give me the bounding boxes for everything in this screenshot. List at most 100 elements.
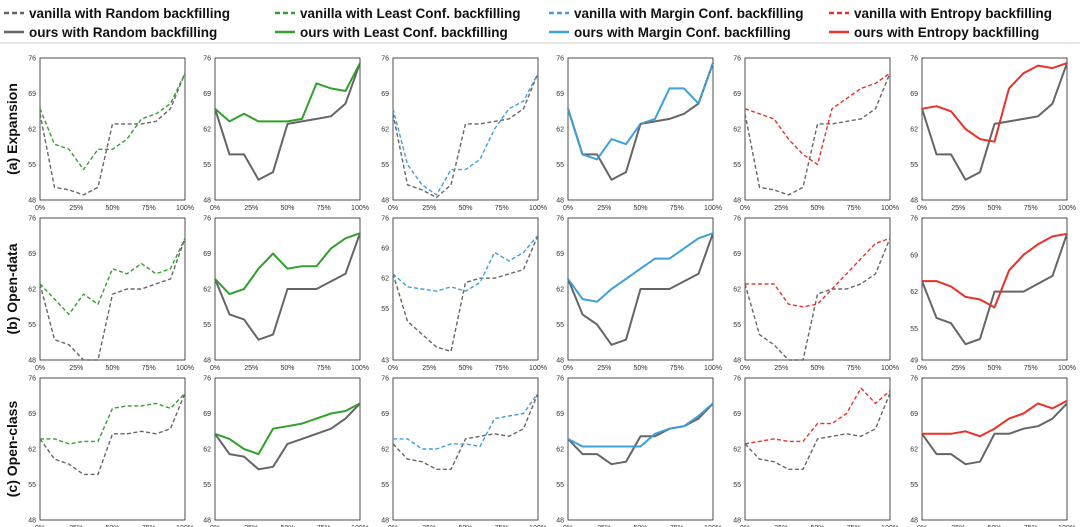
y-tick-label: 69 xyxy=(733,251,741,258)
x-tick-label: 50% xyxy=(633,205,647,212)
x-tick-label: 100% xyxy=(881,525,899,527)
series-line-entropy-solid xyxy=(922,232,1068,309)
panel-2-2: 76 69 62 55 480% 25% 50% 75% 100% xyxy=(203,216,369,373)
series-line-least-dashed xyxy=(39,72,186,171)
row-label: (a) Expansion xyxy=(4,83,20,175)
x-tick-label: 75% xyxy=(847,365,861,372)
series-line-least-dashed xyxy=(214,402,361,455)
y-tick-label: 48 xyxy=(28,198,36,205)
plot-frame xyxy=(39,57,186,201)
plot-frame xyxy=(392,217,539,361)
series-line-margin-dashed xyxy=(567,232,714,303)
x-tick-label: 25% xyxy=(69,205,83,212)
x-tick-label: 50% xyxy=(105,205,119,212)
x-tick-label: 100% xyxy=(704,525,722,527)
x-tick-label: 100% xyxy=(529,365,547,372)
series-line-random-dashed xyxy=(921,62,1068,181)
y-tick-label: 55 xyxy=(381,482,389,489)
series-line-entropy-solid xyxy=(921,62,1068,143)
x-tick-label: 100% xyxy=(1058,525,1076,527)
series-line-least-solid xyxy=(214,232,361,296)
y-tick-label: 76 xyxy=(28,376,36,383)
series-line-random-solid xyxy=(921,62,1068,181)
series-line-margin-solid xyxy=(567,62,714,161)
x-tick-label: 25% xyxy=(244,365,258,372)
x-tick-label: 100% xyxy=(1058,205,1076,212)
series-line-margin-dashed xyxy=(392,72,539,196)
panel-2-6: 76 69 62 55 490% 25% 50% 75% 100% xyxy=(910,216,1076,373)
legend-entry-margin-solid: ours with Margin Conf. backfilling xyxy=(549,25,791,40)
x-tick-label: 25% xyxy=(951,525,965,527)
panel-1-3: 76 69 62 55 480% 25% 50% 75% 100% xyxy=(381,56,547,213)
x-tick-label: 75% xyxy=(495,205,509,212)
plot-frame xyxy=(214,377,361,521)
plot-frame xyxy=(567,57,714,201)
x-tick-label: 25% xyxy=(774,365,788,372)
x-tick-label: 100% xyxy=(529,525,547,527)
panel-1-1: 76 69 62 55 480% 25% 50% 75% 100% xyxy=(28,56,194,213)
x-tick-label: 50% xyxy=(810,365,824,372)
y-tick-label: 55 xyxy=(556,322,564,329)
y-tick-label: 76 xyxy=(910,216,918,223)
plot-frame xyxy=(392,377,539,521)
series-line-random-dashed xyxy=(39,72,186,196)
y-tick-label: 55 xyxy=(556,162,564,169)
series-line-random-dashed xyxy=(921,233,1068,345)
y-tick-label: 76 xyxy=(381,376,389,383)
y-tick-label: 76 xyxy=(381,216,389,223)
y-tick-label: 76 xyxy=(733,376,741,383)
y-tick-label: 69 xyxy=(910,91,918,98)
x-tick-label: 100% xyxy=(176,205,194,212)
y-tick-label: 62 xyxy=(910,447,918,454)
series-line-entropy-dashed xyxy=(745,237,891,308)
y-tick-label: 76 xyxy=(28,216,36,223)
series-line-random-solid xyxy=(567,232,714,346)
series-line-least-dashed xyxy=(39,237,186,316)
x-tick-label: 75% xyxy=(670,205,684,212)
y-tick-label: 55 xyxy=(733,322,741,329)
y-tick-label: 55 xyxy=(203,482,211,489)
y-tick-label: 76 xyxy=(556,376,564,383)
series-line-entropy-dashed xyxy=(922,233,1068,309)
series-line-random-solid xyxy=(567,62,714,181)
series-line-random-dashed xyxy=(39,238,186,361)
x-tick-label: 0% xyxy=(740,525,750,527)
y-tick-label: 48 xyxy=(28,358,36,365)
y-tick-label: 69 xyxy=(381,91,389,98)
plot-frame xyxy=(392,57,539,201)
x-tick-label: 75% xyxy=(142,205,156,212)
x-tick-label: 50% xyxy=(458,365,472,372)
y-tick-label: 69 xyxy=(556,91,564,98)
x-tick-label: 25% xyxy=(774,525,788,527)
panel-3-6: 76 69 62 55 480% 25% 50% 75% 100% xyxy=(910,376,1076,527)
x-tick-label: 50% xyxy=(280,525,294,527)
y-tick-label: 48 xyxy=(733,358,741,365)
x-tick-label: 75% xyxy=(317,365,331,372)
legend-label: ours with Entropy backfilling xyxy=(854,25,1039,40)
series-line-margin-dashed xyxy=(567,402,714,448)
y-tick-label: 69 xyxy=(203,91,211,98)
y-tick-label: 48 xyxy=(910,518,918,525)
x-tick-label: 50% xyxy=(105,365,119,372)
legend-entry-random-dashed: vanilla with Random backfilling xyxy=(4,6,230,21)
series-line-random-dashed xyxy=(392,234,539,353)
y-tick-label: 76 xyxy=(910,56,918,63)
x-tick-label: 50% xyxy=(810,205,824,212)
y-tick-label: 62 xyxy=(28,127,36,134)
x-tick-label: 75% xyxy=(317,205,331,212)
y-tick-label: 55 xyxy=(556,482,564,489)
legend-entry-least-solid: ours with Least Conf. backfilling xyxy=(275,25,508,40)
series-line-entropy-dashed xyxy=(922,400,1068,437)
legend-entry-entropy-dashed: vanilla with Entropy backfilling xyxy=(829,6,1052,21)
y-tick-label: 69 xyxy=(203,411,211,418)
x-tick-label: 50% xyxy=(458,525,472,527)
x-tick-label: 100% xyxy=(176,525,194,527)
x-tick-label: 75% xyxy=(847,525,861,527)
plot-frame xyxy=(921,57,1068,201)
series-line-entropy-dashed xyxy=(921,62,1068,143)
x-tick-label: 100% xyxy=(704,205,722,212)
x-tick-label: 75% xyxy=(670,365,684,372)
panel-3-4: 76 69 62 55 480% 25% 50% 75% 100% xyxy=(556,376,722,527)
plot-frame xyxy=(744,57,891,201)
y-tick-label: 62 xyxy=(28,447,36,454)
